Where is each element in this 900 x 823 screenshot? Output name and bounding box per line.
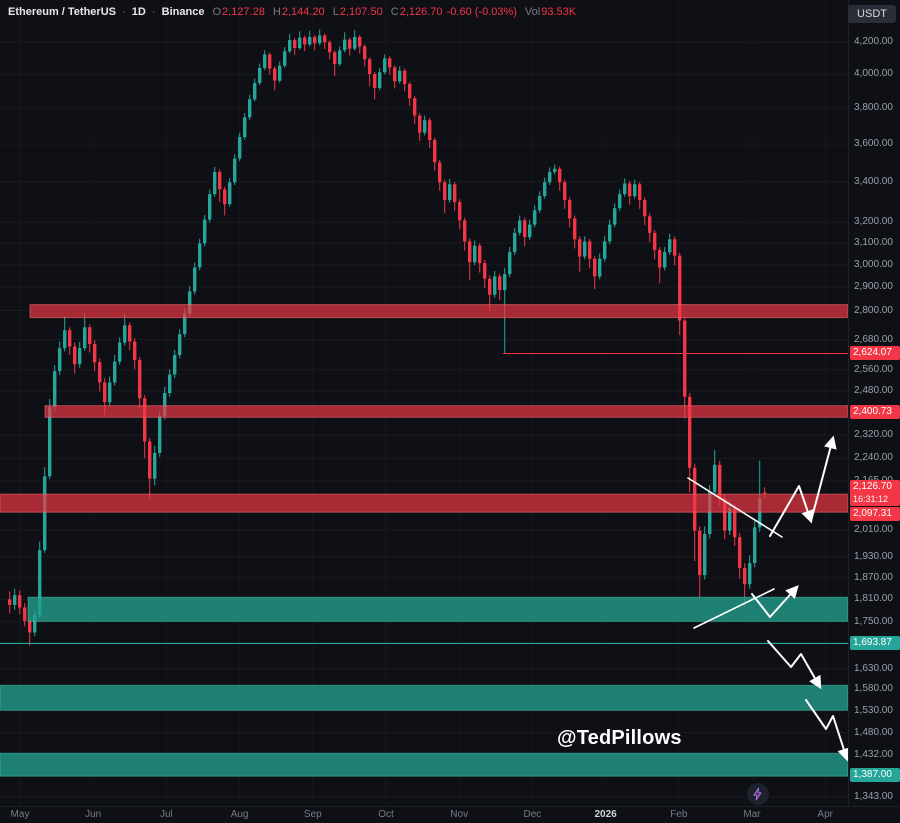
volume-value: 93.53K [541, 6, 577, 18]
separator-dot: · [122, 6, 126, 18]
volume-readout: Vol93.53K [525, 6, 576, 18]
price-tick: 3,800.00 [854, 102, 893, 114]
symbol-title-button[interactable]: Ethereum / TetherUS · 1D · Binance [8, 6, 204, 18]
time-tick: Dec [523, 809, 542, 820]
symbol-name: Ethereum / TetherUS [8, 6, 116, 18]
price-tick: 2,480.00 [854, 384, 893, 396]
exchange-label: Binance [161, 6, 205, 18]
time-tick: Apr [817, 809, 833, 820]
price-tick: 2,680.00 [854, 333, 893, 345]
separator-dot: · [151, 6, 156, 18]
price-tick: 1,870.00 [854, 571, 893, 583]
price-tick: 1,530.00 [854, 704, 893, 716]
time-tick: May [10, 809, 30, 820]
open-label: O [212, 6, 222, 18]
price-axis[interactable]: 4,200.00 4,000.00 3,800.00 3,600.00 3,400.00… [848, 0, 900, 806]
price-tick: 2,240.00 [854, 452, 893, 464]
price-tick: 2,900.00 [854, 281, 893, 293]
time-tick: Nov [450, 809, 469, 820]
price-tick: 3,400.00 [854, 175, 893, 187]
close-label: C [390, 6, 399, 18]
price-level-tag: 2,624.07 [850, 345, 900, 360]
price-tick: 1,750.00 [854, 615, 893, 627]
price-tick: 2,010.00 [854, 524, 893, 536]
price-level-tag: 2,400.73 [850, 404, 900, 419]
currency-toggle-button[interactable]: USDT [848, 5, 896, 23]
supply-demand-zones[interactable] [0, 304, 849, 777]
time-tick: Aug [230, 809, 249, 820]
price-tick: 1,810.00 [854, 593, 893, 605]
ohlc-readout: O2,127.28 H2,144.20 L2,107.50 C2,126.70 … [212, 6, 516, 18]
price-level-tag: 1,693.87 [850, 635, 900, 650]
time-tick: Feb [670, 809, 688, 820]
close-value: 2,126.70 [399, 6, 443, 18]
interval-label: 1D [131, 6, 146, 18]
watermark-author-handle: @TedPillows [557, 727, 682, 749]
lightning-bolt-icon [753, 787, 762, 801]
price-level-tag: 1,387.00 [850, 768, 900, 783]
time-tick: Mar [743, 809, 761, 820]
price-tick: 2,560.00 [854, 363, 893, 375]
boost-button[interactable] [747, 783, 769, 805]
price-level-tag: 2,097.31 [850, 506, 900, 521]
horizontal-level-lines[interactable] [0, 353, 848, 644]
symbol-info-bar: Ethereum / TetherUS · 1D · Binance O2,12… [8, 6, 576, 18]
time-tick: Sep [303, 809, 322, 820]
time-tick: Jul [159, 809, 173, 820]
price-tick: 1,480.00 [854, 726, 893, 738]
price-tick: 3,600.00 [854, 138, 893, 150]
low-label: L [332, 6, 339, 18]
time-tick: Jun [85, 809, 102, 820]
time-tick: Oct [378, 809, 394, 820]
current-price-tag: 2,126.70 16:31:12 [850, 479, 900, 506]
time-tick: 2026 [594, 809, 617, 820]
time-axis[interactable]: May Jun Jul Aug Sep Oct Nov Dec 2026 Feb Mar Apr [0, 806, 900, 823]
price-tick: 1,580.00 [854, 683, 893, 695]
open-value: 2,127.28 [222, 6, 265, 18]
price-tick: 4,000.00 [854, 68, 893, 80]
high-label: H [272, 6, 281, 18]
low-value: 2,107.50 [339, 6, 383, 18]
candles-layer [8, 29, 767, 646]
price-tick: 2,320.00 [854, 429, 893, 441]
price-tick: 3,200.00 [854, 216, 893, 228]
price-tick: 3,100.00 [854, 237, 893, 249]
price-tick: 4,200.00 [854, 35, 893, 47]
change-value: -0.60 (-0.03%) [446, 6, 517, 18]
price-tick: 1,930.00 [854, 550, 893, 562]
price-tick: 1,343.00 [854, 791, 893, 803]
high-value: 2,144.20 [281, 6, 325, 18]
price-tick: 3,000.00 [854, 258, 893, 270]
arrow-drawings[interactable] [687, 435, 850, 762]
volume-label: Vol [524, 6, 541, 18]
price-tick: 1,432.00 [854, 748, 893, 760]
price-tick: 1,630.00 [854, 662, 893, 674]
price-tick: 2,800.00 [854, 304, 893, 316]
